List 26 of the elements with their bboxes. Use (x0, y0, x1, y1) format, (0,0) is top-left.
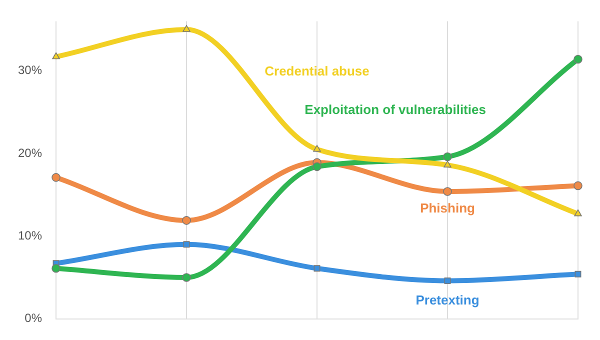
y-tick-label: 30% (18, 63, 42, 78)
series-label: Phishing (420, 200, 476, 216)
point (444, 278, 451, 284)
point (312, 162, 322, 172)
point (574, 209, 582, 216)
y-tick-label: 0% (24, 311, 42, 326)
point (574, 270, 582, 278)
point (182, 25, 190, 32)
series-label: Pretexting (416, 292, 480, 308)
point (183, 241, 190, 248)
point (443, 187, 452, 196)
point (444, 160, 452, 168)
y-tick-label: 20% (18, 146, 42, 160)
y-tick-label: 10% (18, 228, 42, 242)
point (313, 144, 321, 152)
series-label: Exploitation of vulnerabilities (304, 102, 486, 118)
point (574, 181, 582, 190)
point (314, 265, 320, 272)
series-label: Credential abuse (264, 63, 370, 78)
point (182, 216, 191, 225)
point (52, 264, 60, 273)
point (52, 52, 60, 60)
point (182, 273, 191, 282)
point (52, 173, 60, 182)
point (443, 152, 452, 162)
point (574, 54, 582, 64)
